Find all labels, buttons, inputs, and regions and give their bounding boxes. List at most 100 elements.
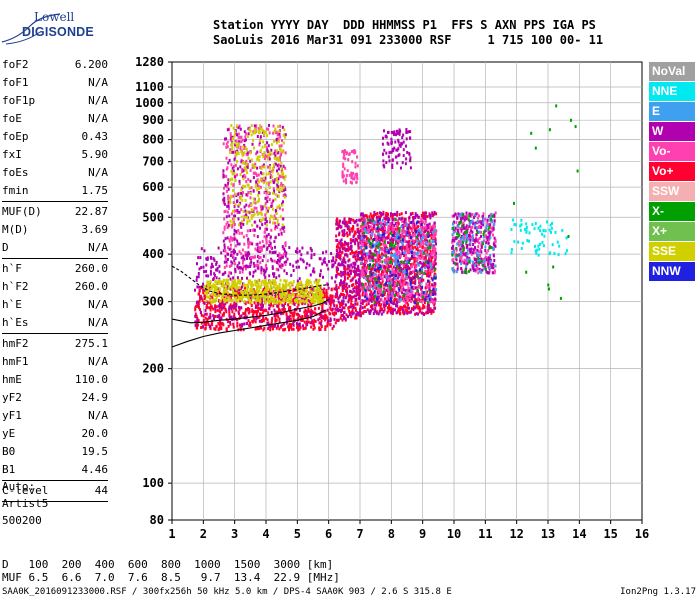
param-name: h`E	[2, 298, 22, 311]
data-point	[231, 310, 234, 314]
data-point	[372, 295, 375, 299]
data-point	[394, 266, 397, 270]
data-point	[309, 280, 312, 284]
data-point	[354, 262, 357, 266]
data-point	[278, 308, 281, 312]
data-point	[366, 215, 369, 219]
data-point	[432, 263, 435, 267]
data-point	[214, 298, 216, 302]
data-point	[325, 288, 328, 292]
data-point	[222, 284, 225, 288]
data-point	[332, 324, 335, 328]
y-tick-label: 900	[142, 113, 164, 127]
data-point	[337, 318, 340, 322]
data-point	[359, 304, 362, 308]
data-point	[313, 293, 316, 296]
data-point	[311, 319, 314, 323]
data-point	[217, 321, 220, 325]
data-point	[236, 318, 239, 321]
data-point	[265, 211, 268, 215]
data-point	[421, 306, 424, 310]
data-point	[215, 281, 218, 285]
data-point	[414, 306, 417, 310]
data-point	[355, 290, 358, 294]
data-point	[403, 254, 406, 257]
data-point	[353, 286, 356, 290]
data-point	[237, 223, 240, 227]
param-name: hmF2	[2, 337, 29, 350]
data-point	[340, 314, 343, 318]
data-point	[351, 310, 353, 314]
data-point	[383, 297, 386, 301]
data-point	[244, 295, 247, 298]
param-value: N/A	[88, 316, 108, 329]
data-point	[282, 294, 285, 298]
data-point	[273, 189, 276, 193]
data-point	[246, 292, 249, 296]
data-point	[239, 297, 242, 301]
data-point	[272, 281, 275, 285]
data-point	[337, 307, 340, 311]
data-point	[239, 173, 242, 177]
data-point	[199, 297, 201, 301]
data-point	[371, 256, 374, 260]
data-point	[329, 303, 332, 307]
data-point	[429, 268, 432, 272]
data-point	[383, 287, 386, 291]
data-point	[385, 245, 388, 249]
data-point	[358, 269, 361, 273]
data-point	[424, 214, 427, 218]
data-point	[241, 198, 244, 202]
data-point	[381, 227, 384, 231]
data-point	[246, 210, 249, 214]
data-point	[247, 135, 249, 138]
data-point	[272, 199, 275, 203]
data-point	[366, 221, 369, 225]
data-point	[318, 317, 321, 320]
data-point	[234, 269, 237, 273]
data-point	[263, 235, 266, 239]
data-point	[297, 282, 300, 286]
data-point	[277, 258, 279, 262]
data-point	[276, 304, 279, 308]
data-point	[326, 324, 329, 328]
data-point	[344, 224, 347, 228]
data-point	[204, 327, 207, 331]
data-point	[305, 281, 308, 285]
data-point	[312, 323, 315, 327]
data-point	[402, 284, 404, 288]
data-point	[369, 309, 372, 313]
data-point	[342, 271, 345, 275]
data-point	[223, 289, 225, 293]
data-point	[384, 250, 387, 254]
data-point	[266, 292, 269, 296]
data-point	[223, 217, 226, 221]
data-point	[226, 300, 229, 304]
data-point	[298, 322, 301, 326]
param-row: fmin 1.75	[2, 182, 108, 200]
data-point	[283, 187, 286, 191]
data-point	[372, 312, 375, 315]
data-point	[236, 167, 239, 171]
data-point	[242, 209, 245, 213]
data-point	[367, 283, 370, 286]
data-point	[430, 232, 433, 235]
data-point	[255, 172, 258, 176]
data-point	[275, 212, 278, 215]
data-point	[241, 151, 243, 155]
data-point	[232, 126, 235, 130]
data-point	[278, 283, 281, 287]
data-point	[421, 245, 424, 249]
data-point	[369, 230, 371, 234]
data-point	[240, 215, 243, 219]
data-point	[347, 306, 350, 310]
data-point	[331, 294, 334, 298]
data-point	[227, 128, 230, 132]
data-point	[341, 318, 344, 322]
data-point	[205, 291, 208, 295]
data-point	[369, 293, 372, 297]
x-tick-label: 8	[388, 527, 395, 541]
data-point	[390, 262, 393, 266]
data-point	[412, 231, 414, 235]
data-point	[275, 267, 278, 271]
